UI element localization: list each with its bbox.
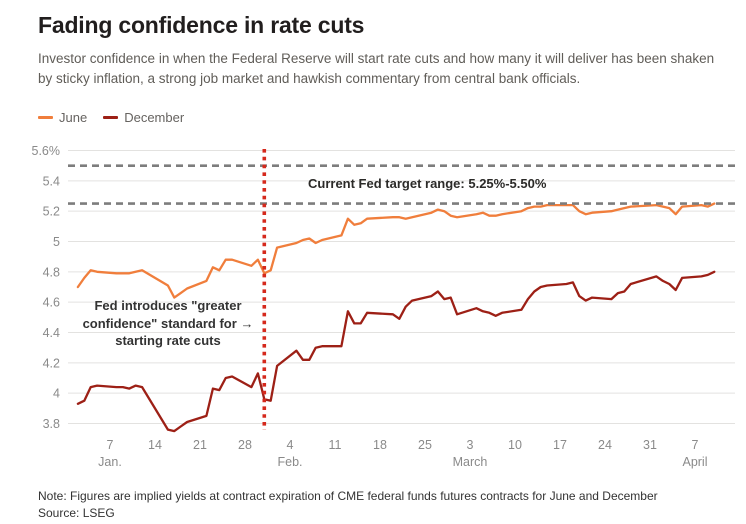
x-month-label: Feb. — [277, 455, 302, 469]
arrow-right-icon: → — [240, 315, 254, 331]
x-month-label: April — [682, 455, 707, 469]
y-tick-label: 4 — [53, 387, 60, 401]
legend-label-december: December — [124, 110, 185, 125]
chart-subtitle: Investor confidence in when the Federal … — [38, 51, 715, 86]
x-tick-label: 17 — [553, 438, 567, 452]
x-tick-label: 11 — [329, 438, 342, 452]
fed-target-range-annotation: Current Fed target range: 5.25%-5.50% — [308, 176, 547, 191]
x-tick-label: 10 — [508, 438, 522, 452]
june-line-swatch — [38, 116, 53, 119]
x-month-label: March — [453, 455, 488, 469]
x-month-label: Jan. — [98, 455, 122, 469]
x-tick-label: 18 — [373, 438, 387, 452]
annotation-line-3: starting rate cuts — [115, 333, 221, 348]
legend-item-december: December — [103, 110, 184, 125]
y-tick-label: 3.8 — [43, 417, 60, 431]
fed-greater-confidence-annotation: Fed introduces "greater confidence" stan… — [62, 297, 274, 350]
y-tick-label: 4.2 — [43, 356, 60, 370]
x-tick-label: 31 — [643, 438, 657, 452]
december-line-swatch — [103, 116, 119, 119]
y-tick-label: 5.6% — [32, 144, 61, 158]
chart-source: Source: LSEG — [38, 506, 115, 520]
y-tick-label: 4.6 — [43, 296, 60, 310]
x-tick-label: 24 — [598, 438, 612, 452]
y-tick-label: 5 — [53, 235, 60, 249]
y-tick-label: 4.8 — [43, 265, 60, 279]
x-tick-label: 25 — [418, 438, 432, 452]
legend-item-june: June — [38, 110, 87, 125]
x-tick-label: 7 — [692, 438, 699, 452]
x-tick-label: 4 — [287, 438, 294, 452]
december-line — [76, 270, 716, 433]
x-tick-label: 3 — [467, 438, 474, 452]
chart-note: Note: Figures are implied yields at cont… — [38, 489, 658, 503]
x-tick-label: 21 — [193, 438, 207, 452]
x-tick-label: 7 — [107, 438, 114, 452]
x-tick-label: 14 — [148, 438, 162, 452]
legend-label-june: June — [59, 110, 88, 125]
chart-legend: June December — [38, 110, 184, 125]
y-tick-label: 5.2 — [43, 205, 60, 219]
y-tick-label: 4.4 — [43, 326, 60, 340]
x-tick-label: 28 — [238, 438, 252, 452]
annotation-line-1: Fed introduces "greater — [94, 298, 242, 313]
june-line — [76, 202, 716, 299]
annotation-line-2: confidence" standard for → — [82, 315, 254, 331]
page-title: Fading confidence in rate cuts — [38, 12, 365, 38]
y-tick-label: 5.4 — [43, 174, 60, 188]
